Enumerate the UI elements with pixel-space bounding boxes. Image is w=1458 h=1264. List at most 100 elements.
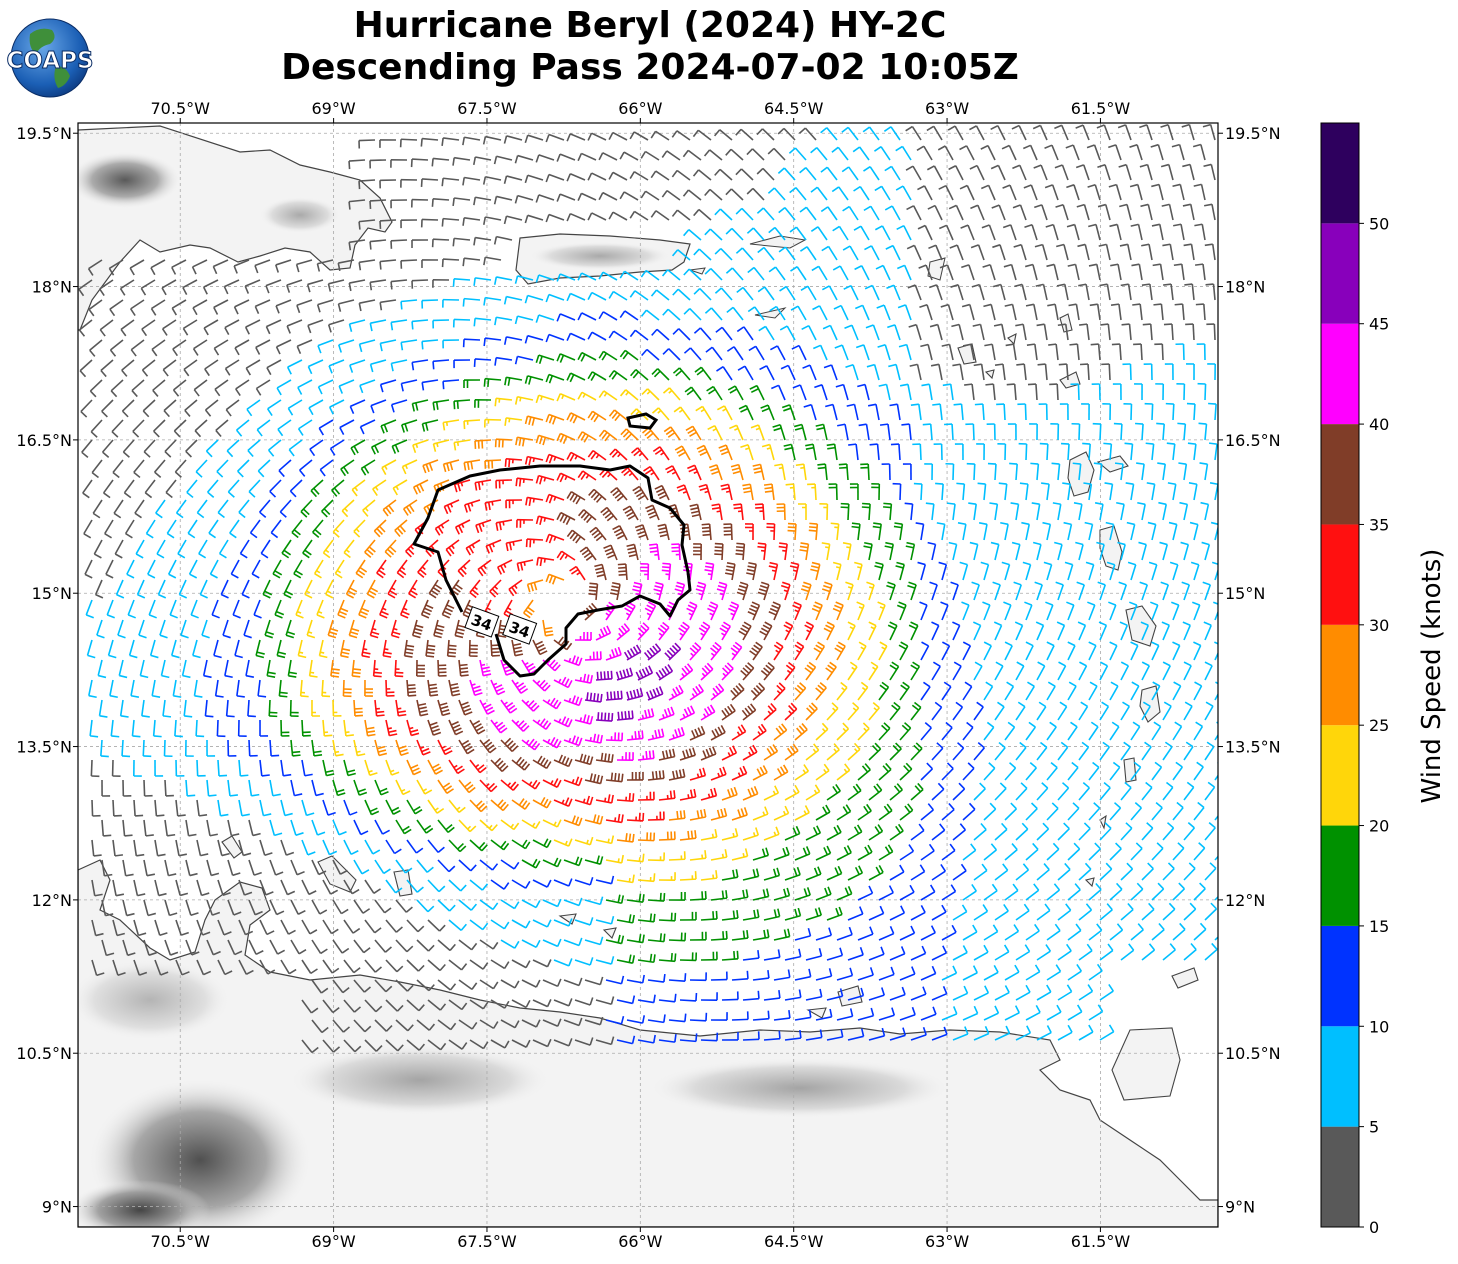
wind-barb: [224, 359, 240, 376]
wind-barb: [885, 244, 901, 261]
wind-barb-staff: [233, 259, 250, 267]
wind-barb: [337, 259, 355, 272]
wind-barb-flag: [598, 152, 604, 161]
wind-barb-flag: [799, 206, 807, 213]
wind-barb-staff: [506, 135, 523, 141]
wind-barb-staff: [506, 215, 523, 221]
wind-barb: [493, 155, 513, 165]
wind-barb: [661, 150, 681, 161]
wind-barb-flag: [151, 348, 158, 357]
wind-barb-staff: [1035, 383, 1038, 401]
wind-barb-staff: [490, 639, 493, 657]
wind-barb: [577, 351, 597, 362]
wind-barb-flag: [480, 663, 486, 667]
wind-barb-flag: [1184, 283, 1193, 286]
wind-barb: [832, 265, 849, 281]
wind-barb-flag: [853, 225, 862, 231]
wind-barb-flag: [938, 184, 947, 190]
wind-barb: [1151, 223, 1164, 241]
wind-barb: [907, 284, 922, 301]
wind-barb-staff: [763, 247, 775, 261]
wind-barb-flag: [348, 201, 351, 210]
wind-barb-flag: [671, 130, 678, 138]
wind-barb-staff: [1149, 284, 1153, 301]
wind-barb-staff: [912, 205, 922, 221]
wind-barb-staff: [655, 130, 670, 141]
wind-barb-staff: [454, 197, 471, 201]
wind-barb: [400, 259, 418, 269]
wind-barb: [566, 292, 586, 302]
wind-barb-flag: [622, 352, 629, 360]
wind-barb-flag: [535, 194, 540, 203]
wind-barb-flag: [473, 318, 476, 327]
terrain-coastal-range-west: [290, 1045, 550, 1115]
wind-barb: [714, 168, 733, 181]
wind-barb: [1132, 303, 1143, 321]
wind-barb-staff: [994, 463, 997, 481]
wind-barb-staff: [99, 319, 114, 331]
wind-barb-staff: [709, 149, 723, 161]
wind-barb-staff: [1086, 324, 1090, 341]
wind-barb-flag: [736, 546, 745, 549]
wind-barb-flag: [275, 264, 280, 273]
wind-barb: [896, 264, 912, 281]
wind-barb-flag: [857, 566, 862, 569]
wind-barb-flag: [234, 347, 240, 356]
wind-barb-flag: [493, 276, 498, 285]
wind-barb-staff: [584, 658, 602, 661]
wind-barb-flag: [908, 323, 917, 328]
wind-barb-flag: [1046, 263, 1055, 268]
wind-barb-flag: [1088, 263, 1097, 267]
wind-barb-flag: [844, 324, 853, 329]
wind-barb-staff: [678, 328, 691, 341]
wind-barb-staff: [474, 358, 492, 361]
wind-barb-flag: [873, 522, 882, 525]
wind-barb-flag: [452, 278, 455, 287]
wind-barb: [682, 189, 702, 201]
wind-barb-flag: [929, 323, 938, 328]
wind-barb-staff: [453, 278, 471, 281]
wind-barb-staff: [977, 244, 985, 261]
wind-barb-staff: [379, 259, 397, 263]
wind-barb-flag: [1194, 263, 1204, 266]
wind-barb-staff: [816, 186, 828, 201]
wind-barb-flag: [809, 522, 818, 525]
wind-barb: [514, 355, 534, 365]
wind-barb: [671, 249, 691, 261]
wind-barb-staff: [412, 359, 429, 364]
wind-barb-flag: [619, 191, 625, 200]
wind-barb: [1014, 283, 1027, 301]
wind-barb-flag: [795, 463, 804, 467]
wind-barb-flag: [503, 296, 508, 305]
wind-barb-staff: [1020, 244, 1027, 261]
wind-barb: [411, 239, 429, 249]
wind-barb-flag: [109, 349, 117, 357]
wind-barb: [1184, 283, 1195, 301]
wind-barb-flag: [879, 423, 889, 426]
wind-barb: [296, 339, 313, 354]
wind-barb-staff: [676, 209, 691, 221]
wind-barb-staff: [1137, 184, 1143, 201]
wind-barb-staff: [1128, 323, 1132, 341]
wind-barb-flag: [448, 648, 457, 651]
wind-barb-flag: [327, 283, 332, 292]
wind-barb: [1044, 144, 1059, 161]
wind-barb-staff: [721, 543, 724, 561]
wind-barb-staff: [527, 174, 544, 181]
wind-barb: [441, 177, 460, 187]
wind-barb: [462, 176, 481, 186]
wind-barb-flag: [373, 675, 382, 678]
wind-barb-staff: [496, 356, 513, 361]
wind-barb-staff: [109, 339, 124, 351]
wind-barb-staff: [464, 176, 481, 181]
wind-barb-flag: [1003, 263, 1012, 268]
wind-barb-flag: [331, 671, 340, 675]
wind-barb-staff: [807, 285, 817, 301]
wind-barb-staff: [527, 134, 544, 141]
wind-barb: [747, 306, 765, 321]
wind-barb-flag: [1012, 164, 1021, 170]
wind-barb-staff: [613, 330, 628, 341]
wind-barb-staff: [676, 169, 691, 181]
wind-barb-flag: [212, 266, 218, 275]
wind-barb-staff: [978, 284, 985, 301]
